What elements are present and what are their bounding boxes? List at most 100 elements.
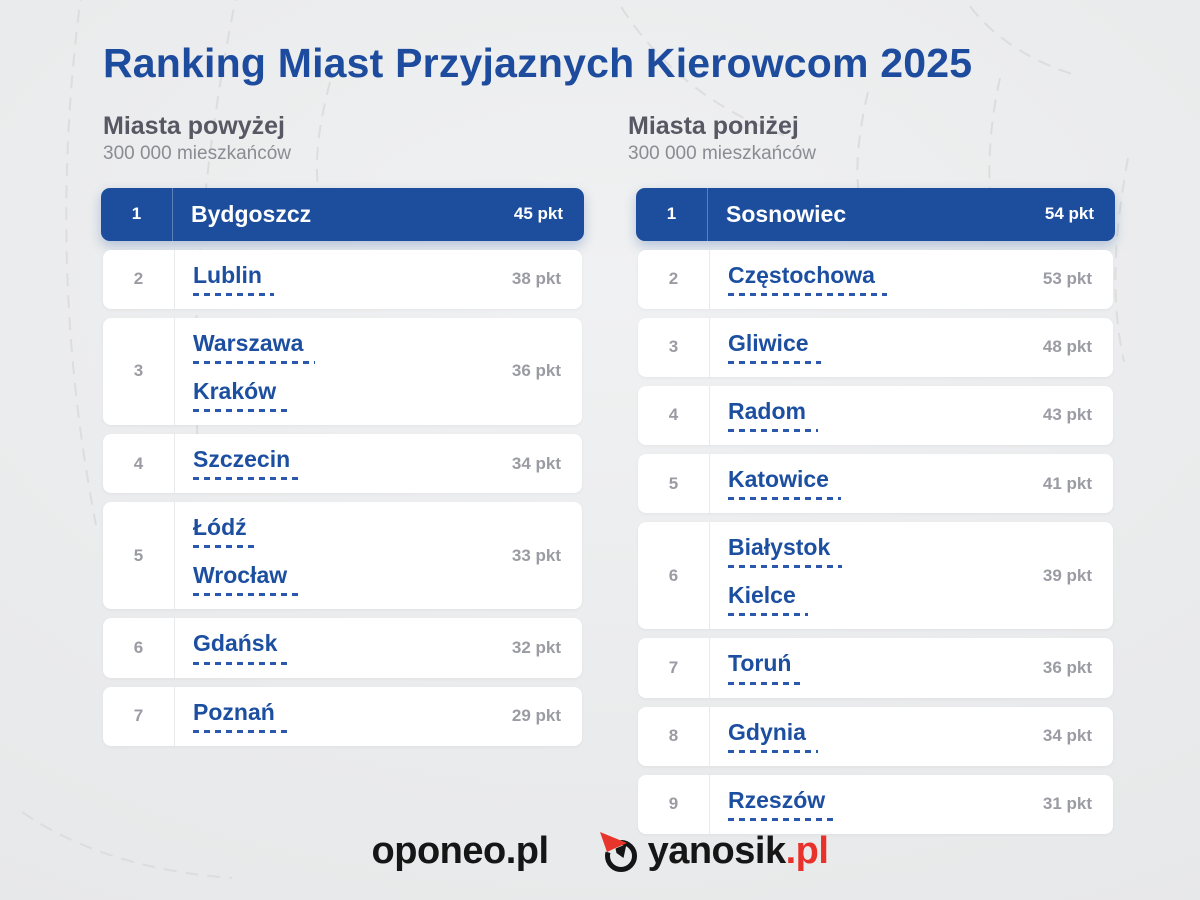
points-value: 43 pkt <box>1042 405 1092 425</box>
city-names: Rzeszów <box>710 775 838 834</box>
rank-number: 9 <box>638 774 710 834</box>
ranking-list-above-300k: 1 Bydgoszcz 45 pkt 2 Lublin 38 pkt 3 War… <box>101 187 584 746</box>
city-names: Radom <box>710 386 818 445</box>
ranking-row: 6 Gdańsk 32 pkt <box>103 618 582 678</box>
city-name: Toruń <box>728 651 804 685</box>
rank-number: 6 <box>103 618 175 678</box>
city-names: Szczecin <box>175 434 303 493</box>
ranking-row: 1 Sosnowiec 54 pkt <box>636 187 1115 241</box>
points-value: 39 pkt <box>1042 565 1092 585</box>
city-names: Białystok Kielce <box>710 522 843 629</box>
points-value: 34 pkt <box>1042 726 1092 746</box>
city-name: Rzeszów <box>728 788 838 821</box>
rank-number: 3 <box>638 317 710 377</box>
rank-number: 5 <box>103 502 175 610</box>
page-title: Ranking Miast Przyjaznych Kierowcom 2025 <box>103 40 973 86</box>
column-subheading: 300 000 mieszkańców <box>628 142 816 164</box>
city-names: Gdynia <box>710 707 818 766</box>
city-name: Kielce <box>728 583 808 617</box>
rank-number: 7 <box>638 638 710 698</box>
city-name: Radom <box>728 399 818 433</box>
ranking-row: 7 Toruń 36 pkt <box>638 638 1113 698</box>
city-names: Sosnowiec <box>708 188 858 241</box>
points-value: 36 pkt <box>1042 658 1092 677</box>
ranking-row: 4 Radom 43 pkt <box>638 385 1113 446</box>
points-value: 33 pkt <box>511 545 561 565</box>
city-names: Łódź Wrocław <box>175 502 300 609</box>
city-name: Bydgoszcz <box>191 201 312 228</box>
city-name: Lublin <box>193 262 274 296</box>
city-name: Gliwice <box>728 331 821 364</box>
column-cities-below-300k: Miasta poniżej 300 000 mieszkańców 1 Sos… <box>628 112 1115 834</box>
ranking-row: 3 Warszawa Kraków 36 pkt <box>103 317 582 426</box>
rank-number: 4 <box>638 385 710 446</box>
city-names: Katowice <box>710 454 841 513</box>
column-subheading: 300 000 mieszkańców <box>103 142 291 164</box>
yanosik-logo: yanosik.pl <box>597 828 829 874</box>
city-names: Toruń <box>710 638 804 697</box>
ranking-row: 4 Szczecin 34 pkt <box>103 434 582 494</box>
rank-number: 1 <box>636 187 708 241</box>
ranking-row: 7 Poznań 29 pkt <box>103 686 582 746</box>
city-names: Poznań <box>175 687 287 746</box>
footer-logos: oponeo.pl yanosik.pl <box>0 822 1200 880</box>
rank-number: 1 <box>101 187 173 241</box>
ranking-row: 9 Rzeszów 31 pkt <box>638 774 1113 834</box>
rank-number: 2 <box>103 249 175 309</box>
points-value: 32 pkt <box>511 638 561 657</box>
city-name: Szczecin <box>193 447 303 481</box>
yanosik-arrow-icon <box>599 832 637 872</box>
city-name: Częstochowa <box>728 262 887 296</box>
ranking-row: 2 Częstochowa 53 pkt <box>638 249 1113 309</box>
rank-number: 7 <box>103 686 175 746</box>
ranking-row: 5 Katowice 41 pkt <box>638 454 1113 514</box>
city-name: Kraków <box>193 379 289 413</box>
ranking-row: 1 Bydgoszcz 45 pkt <box>101 187 584 241</box>
city-names: Bydgoszcz <box>173 188 323 241</box>
oponeo-wordmark: oponeo.pl <box>371 830 550 872</box>
rank-number: 2 <box>638 249 710 309</box>
rank-number: 6 <box>638 522 710 630</box>
column-heading: Miasta powyżej <box>103 112 285 141</box>
city-names: Gdańsk <box>175 618 290 677</box>
city-name: Wrocław <box>193 563 300 597</box>
city-name: Gdańsk <box>193 631 290 665</box>
ranking-row: 6 Białystok Kielce 39 pkt <box>638 522 1113 630</box>
points-value: 41 pkt <box>1042 473 1092 493</box>
oponeo-logo: oponeo.pl <box>371 830 550 872</box>
points-value: 54 pkt <box>1044 204 1094 224</box>
points-value: 53 pkt <box>1042 269 1092 289</box>
city-name: Poznań <box>193 699 287 733</box>
city-name: Katowice <box>728 467 841 501</box>
city-names: Gliwice <box>710 318 821 377</box>
ranking-row: 3 Gliwice 48 pkt <box>638 317 1113 377</box>
points-value: 36 pkt <box>511 361 561 381</box>
column-heading: Miasta poniżej <box>628 112 799 141</box>
points-value: 34 pkt <box>511 453 561 473</box>
yanosik-pl-suffix: .pl <box>785 830 829 872</box>
points-value: 45 pkt <box>513 204 563 224</box>
ranking-columns: Miasta powyżej 300 000 mieszkańców 1 Byd… <box>101 112 1115 834</box>
column-cities-above-300k: Miasta powyżej 300 000 mieszkańców 1 Byd… <box>101 112 584 834</box>
city-name: Sosnowiec <box>726 201 847 228</box>
points-value: 48 pkt <box>1042 337 1092 357</box>
ranking-row: 8 Gdynia 34 pkt <box>638 706 1113 766</box>
ranking-row: 5 Łódź Wrocław 33 pkt <box>103 502 582 610</box>
ranking-list-below-300k: 1 Sosnowiec 54 pkt 2 Częstochowa 53 pkt … <box>636 187 1115 834</box>
yanosik-wordmark: yanosik.pl <box>648 832 829 870</box>
city-name: Warszawa <box>193 331 316 364</box>
infographic: Ranking Miast Przyjaznych Kierowcom 2025… <box>101 40 1115 834</box>
city-names: Częstochowa <box>710 250 887 309</box>
rank-number: 3 <box>103 317 175 426</box>
rank-number: 4 <box>103 434 175 494</box>
city-names: Warszawa Kraków <box>175 318 316 425</box>
points-value: 38 pkt <box>511 269 561 289</box>
points-value: 31 pkt <box>1042 794 1092 814</box>
city-name: Gdynia <box>728 719 818 753</box>
yanosik-name: yanosik <box>647 830 787 872</box>
points-value: 29 pkt <box>511 706 561 726</box>
city-names: Lublin <box>175 250 274 309</box>
ranking-row: 2 Lublin 38 pkt <box>103 249 582 309</box>
rank-number: 5 <box>638 454 710 514</box>
rank-number: 8 <box>638 706 710 766</box>
